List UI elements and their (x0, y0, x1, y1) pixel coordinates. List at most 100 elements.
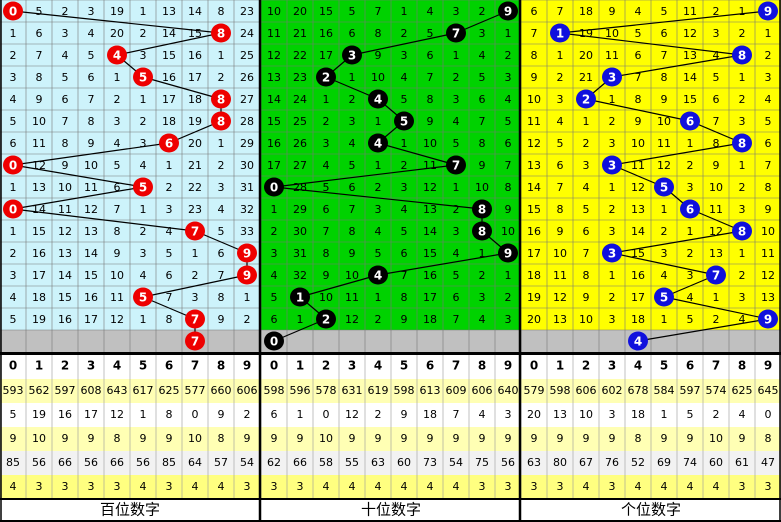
stat-value: 66 (58, 456, 72, 469)
omission-count: 1 (505, 27, 512, 40)
stat-value: 3 (36, 480, 43, 493)
omission-count: 8 (765, 181, 772, 194)
trend-line (12, 142, 170, 166)
stat-value: 2 (375, 408, 382, 421)
omission-count: 2 (479, 5, 486, 18)
stat-value: 4 (349, 480, 356, 493)
digit-header: 3 (87, 359, 95, 373)
omission-count: 5 (166, 247, 173, 260)
stat-value: 47 (761, 456, 775, 469)
draw-ball (706, 265, 726, 285)
omission-count: 12 (527, 137, 541, 150)
stat-value: 9 (557, 432, 564, 445)
omission-count: 1 (401, 5, 408, 18)
omission-count: 4 (10, 291, 17, 304)
draw-ball-label: 8 (217, 93, 225, 107)
draw-ball-label: 7 (191, 313, 199, 327)
omission-count: 3 (375, 203, 382, 216)
omission-count: 2 (140, 27, 147, 40)
omission-count: 20 (188, 137, 202, 150)
omission-count: 7 (88, 93, 95, 106)
omission-count: 3 (349, 115, 356, 128)
stat-value: 5 (10, 408, 17, 421)
stat-value: 3 (244, 480, 251, 493)
omission-count: 17 (32, 269, 46, 282)
omission-count: 13 (162, 5, 176, 18)
draw-ball-label: 3 (608, 247, 616, 261)
omission-count: 13 (527, 159, 541, 172)
omission-count: 16 (162, 71, 176, 84)
draw-ball (3, 199, 23, 219)
draw-ball (316, 67, 336, 87)
omission-count: 18 (527, 269, 541, 282)
omission-count: 2 (479, 269, 486, 282)
draw-ball (237, 265, 257, 285)
stat-value: 597 (55, 384, 76, 397)
omission-count: 14 (188, 5, 202, 18)
omission-count: 2 (609, 203, 616, 216)
stat-value: 60 (709, 456, 723, 469)
draw-ball (211, 89, 231, 109)
stat-value: 606 (237, 384, 258, 397)
omission-count: 5 (557, 137, 564, 150)
trend-line (611, 54, 743, 78)
omission-count: 5 (453, 269, 460, 282)
omission-count: 7 (635, 71, 642, 84)
draw-ball (107, 45, 127, 65)
draw-ball-label: 5 (660, 181, 668, 195)
omission-count: 6 (10, 137, 17, 150)
omission-count: 5 (114, 159, 121, 172)
omission-count: 11 (345, 291, 359, 304)
omission-count: 6 (713, 93, 720, 106)
omission-count: 4 (765, 93, 772, 106)
draw-ball (342, 45, 362, 65)
omission-count: 8 (583, 269, 590, 282)
omission-count: 32 (293, 269, 307, 282)
omission-count: 4 (166, 225, 173, 238)
omission-count: 9 (479, 159, 486, 172)
omission-count: 2 (271, 225, 278, 238)
stat-value: 20 (527, 408, 541, 421)
omission-count: 14 (162, 27, 176, 40)
omission-count: 1 (140, 313, 147, 326)
omission-count: 6 (479, 93, 486, 106)
stat-value: 9 (531, 432, 538, 445)
omission-count: 1 (609, 269, 616, 282)
stat-value: 9 (687, 432, 694, 445)
draw-ball (654, 177, 674, 197)
omission-count: 4 (479, 49, 486, 62)
omission-count: 21 (293, 27, 307, 40)
omission-count: 2 (453, 71, 460, 84)
draw-ball-label: 7 (452, 159, 460, 173)
omission-count: 4 (140, 269, 147, 282)
omission-count: 4 (739, 313, 746, 326)
omission-count: 18 (423, 313, 437, 326)
omission-count: 5 (88, 49, 95, 62)
omission-count: 9 (531, 71, 538, 84)
stat-value: 613 (420, 384, 441, 397)
next-ball-label: 4 (634, 335, 642, 349)
draw-ball-label: 4 (374, 93, 382, 107)
omission-count: 6 (635, 49, 642, 62)
trend-line (12, 186, 144, 210)
omission-count: 1 (661, 203, 668, 216)
omission-count: 7 (323, 225, 330, 238)
stat-value: 80 (553, 456, 567, 469)
omission-count: 19 (32, 313, 46, 326)
omission-count: 2 (62, 5, 69, 18)
omission-count: 11 (709, 203, 723, 216)
omission-count: 25 (293, 115, 307, 128)
draw-ball-label: 8 (217, 27, 225, 41)
draw-ball (732, 45, 752, 65)
omission-count: 3 (453, 5, 460, 18)
draw-ball (550, 23, 570, 43)
omission-count: 4 (479, 313, 486, 326)
stat-value: 9 (739, 432, 746, 445)
omission-count: 4 (401, 71, 408, 84)
omission-count: 1 (10, 225, 17, 238)
stat-value: 9 (427, 432, 434, 445)
omission-count: 4 (427, 5, 434, 18)
omission-count: 8 (218, 5, 225, 18)
omission-count: 2 (140, 225, 147, 238)
omission-count: 15 (84, 269, 98, 282)
